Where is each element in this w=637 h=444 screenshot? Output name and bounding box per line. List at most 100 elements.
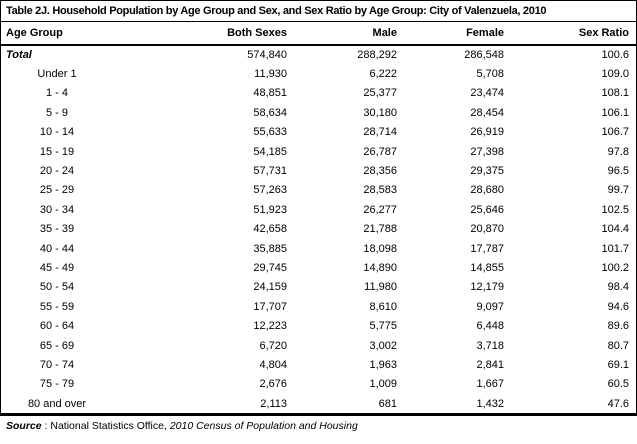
both-sexes-cell: 58,634 <box>253 106 287 119</box>
male-cell: 26,277 <box>363 203 397 216</box>
table-row: 5 - 9 58,634 30,180 28,454 106.1 <box>1 103 636 122</box>
male-cell: 28,583 <box>363 184 397 197</box>
age-group-cell: 10 - 14 <box>39 126 75 139</box>
male-cell: 26,787 <box>363 145 397 158</box>
female-cell: 25,646 <box>470 203 504 216</box>
source-note: Source : National Statistics Office, 201… <box>0 419 637 433</box>
male-cell: 28,714 <box>363 126 397 139</box>
both-sexes-cell: 51,923 <box>253 203 287 216</box>
both-sexes-cell: 2,676 <box>259 378 287 391</box>
sex-ratio-cell: 108.1 <box>601 87 629 100</box>
header-row: Age Group Both Sexes Male Female Sex Rat… <box>1 22 636 46</box>
sex-ratio-cell: 94.6 <box>607 300 629 313</box>
both-sexes-cell: 2,113 <box>260 397 287 410</box>
both-sexes-cell: 48,851 <box>253 87 287 100</box>
both-sexes-cell: 24,159 <box>253 281 287 294</box>
age-group-cell: Under 1 <box>37 68 77 81</box>
male-cell: 6,222 <box>369 68 397 81</box>
female-cell: 14,855 <box>470 261 504 274</box>
table-row: 10 - 14 55,633 28,714 26,919 106.7 <box>1 123 636 142</box>
male-cell: 11,980 <box>364 281 397 294</box>
sex-ratio-cell: 102.5 <box>601 203 629 216</box>
sex-ratio-cell: 100.2 <box>601 261 629 274</box>
sex-ratio-cell: 80.7 <box>607 339 629 352</box>
table-body: Total 574,840 288,292 286,548 100.6 Unde… <box>1 45 636 413</box>
age-group-cell: 80 and over <box>27 397 87 410</box>
age-group-cell: 65 - 69 <box>39 339 75 352</box>
age-group-cell: 45 - 49 <box>39 261 75 274</box>
male-cell: 28,356 <box>363 165 397 178</box>
table-row: 70 - 74 4,804 1,963 2,841 69.1 <box>1 355 636 374</box>
source-citation: 2010 Census of Population and Housing <box>169 420 358 433</box>
total-row: Total 574,840 288,292 286,548 100.6 <box>1 45 636 64</box>
age-group-cell: 60 - 64 <box>39 320 75 333</box>
sex-ratio-cell: 47.6 <box>607 397 629 410</box>
age-group-cell: 70 - 74 <box>39 358 75 371</box>
male-cell: 21,788 <box>363 223 397 236</box>
both-sexes-cell: 6,720 <box>259 339 287 352</box>
male-cell: 1,009 <box>369 378 397 391</box>
male-cell: 3,002 <box>369 339 397 352</box>
both-sexes-cell: 57,731 <box>253 165 287 178</box>
male-cell: 5,775 <box>369 320 397 333</box>
female-cell: 1,667 <box>476 378 504 391</box>
female-cell: 26,919 <box>470 126 504 139</box>
sex-ratio-cell: 106.7 <box>601 126 629 139</box>
both-sexes-cell: 12,223 <box>253 320 287 333</box>
both-sexes-cell: 11,930 <box>254 68 287 81</box>
female-cell: 1,432 <box>476 397 504 410</box>
table-title: Table 2J. Household Population by Age Gr… <box>1 1 636 22</box>
male-cell: 8,610 <box>369 300 397 313</box>
table-row: 1 - 4 48,851 25,377 23,474 108.1 <box>1 84 636 103</box>
age-group-cell: 50 - 54 <box>39 281 75 294</box>
age-group-cell: 1 - 4 <box>45 87 68 100</box>
sex-ratio-cell: 106.1 <box>601 106 629 119</box>
total-label-cell: Total <box>6 49 32 62</box>
male-cell: 25,377 <box>363 87 397 100</box>
age-group-cell: 5 - 9 <box>45 106 68 119</box>
population-table: Age Group Both Sexes Male Female Sex Rat… <box>1 22 636 413</box>
female-cell: 6,448 <box>476 320 504 333</box>
table-row: 35 - 39 42,658 21,788 20,870 104.4 <box>1 220 636 239</box>
male-cell: 30,180 <box>363 106 397 119</box>
column-header-sex-ratio: Sex Ratio <box>504 22 636 46</box>
source-separator: : <box>41 420 51 433</box>
age-group-cell: 40 - 44 <box>39 242 75 255</box>
female-cell: 5,708 <box>476 68 504 81</box>
both-sexes-cell: 29,745 <box>253 261 287 274</box>
column-header-female: Female <box>397 22 504 46</box>
column-header-both-sexes: Both Sexes <box>113 22 287 46</box>
female-cell: 2,841 <box>476 358 504 371</box>
sex-ratio-cell: 109.0 <box>601 68 629 81</box>
female-cell: 23,474 <box>470 87 504 100</box>
sex-ratio-cell: 98.4 <box>607 281 629 294</box>
female-cell: 3,718 <box>476 339 504 352</box>
sex-ratio-cell: 69.1 <box>607 358 629 371</box>
age-group-cell: 15 - 19 <box>39 145 75 158</box>
female-cell: 17,787 <box>470 242 504 255</box>
age-group-cell: 75 - 79 <box>39 378 75 391</box>
female-cell: 29,375 <box>470 165 504 178</box>
source-label: Source <box>6 420 42 433</box>
table-row: 75 - 79 2,676 1,009 1,667 60.5 <box>1 375 636 394</box>
table-row: 40 - 44 35,885 18,098 17,787 101.7 <box>1 239 636 258</box>
age-group-cell: 25 - 29 <box>39 184 75 197</box>
table-row: 15 - 19 54,185 26,787 27,398 97.8 <box>1 142 636 161</box>
age-group-cell: 30 - 34 <box>39 203 75 216</box>
age-group-cell: 35 - 39 <box>39 223 75 236</box>
both-sexes-cell: 4,804 <box>259 358 287 371</box>
table-row: 25 - 29 57,263 28,583 28,680 99.7 <box>1 181 636 200</box>
total-sex-ratio-cell: 100.6 <box>601 49 629 62</box>
table-row: 45 - 49 29,745 14,890 14,855 100.2 <box>1 258 636 277</box>
female-cell: 27,398 <box>470 145 504 158</box>
sex-ratio-cell: 97.8 <box>607 145 629 158</box>
both-sexes-cell: 57,263 <box>253 184 287 197</box>
sex-ratio-cell: 60.5 <box>607 378 629 391</box>
both-sexes-cell: 42,658 <box>253 223 287 236</box>
sex-ratio-cell: 96.5 <box>607 165 629 178</box>
total-both-sexes-cell: 574,840 <box>247 49 287 62</box>
table-row: 80 and over 2,113 681 1,432 47.6 <box>1 394 636 413</box>
age-group-cell: 20 - 24 <box>39 165 75 178</box>
female-cell: 12,179 <box>470 281 504 294</box>
